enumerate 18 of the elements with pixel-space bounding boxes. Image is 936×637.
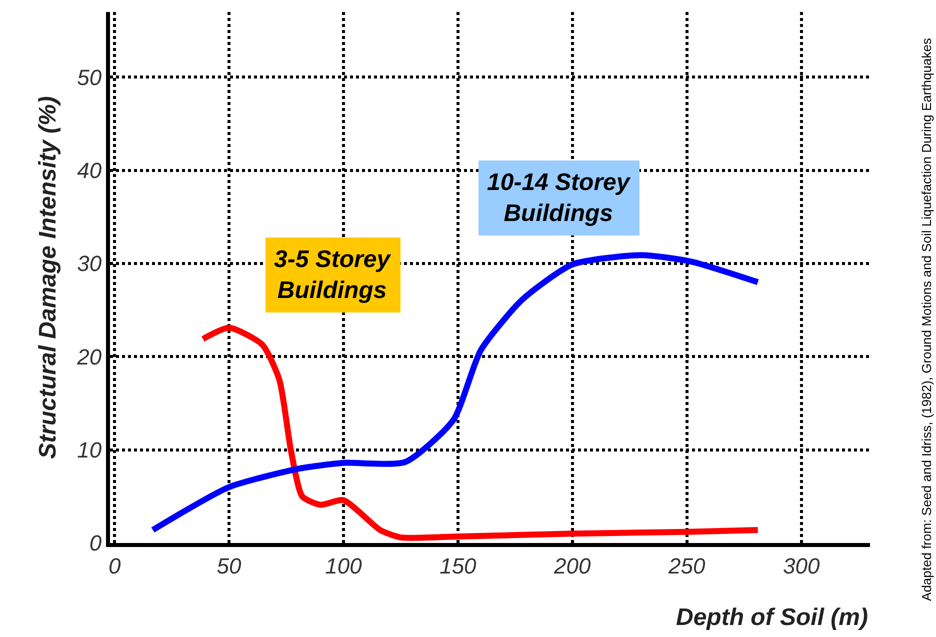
x-tick-label: 150 [440, 553, 478, 578]
y-tick-label: 0 [89, 530, 102, 556]
x-tick-label: 250 [668, 553, 706, 578]
x-tick-label: 100 [325, 553, 363, 578]
x-tick-label: 0 [108, 553, 122, 578]
y-tick-label: 30 [77, 251, 102, 276]
series-label: 10-14 Storey Buildings [487, 169, 632, 228]
x-tick-label: 300 [782, 553, 820, 578]
y-axis-title: Structural Damage Intensity (%) [34, 96, 62, 459]
y-tick-label: 20 [76, 344, 102, 370]
x-axis-title: Depth of Soil (m) [676, 604, 868, 631]
y-tick-label: 10 [77, 438, 102, 463]
x-tick-label: 200 [553, 553, 592, 578]
x-tick-label: 50 [216, 553, 242, 578]
y-tick-label: 40 [77, 158, 102, 184]
series-label: 3-5 Storey Buildings [274, 246, 392, 304]
y-tick-label: 50 [77, 64, 102, 90]
text: Adapted from: Seed and Idriss, (1982), Ground Motions and Soil Liquefaction During Earthquakes [919, 38, 934, 601]
